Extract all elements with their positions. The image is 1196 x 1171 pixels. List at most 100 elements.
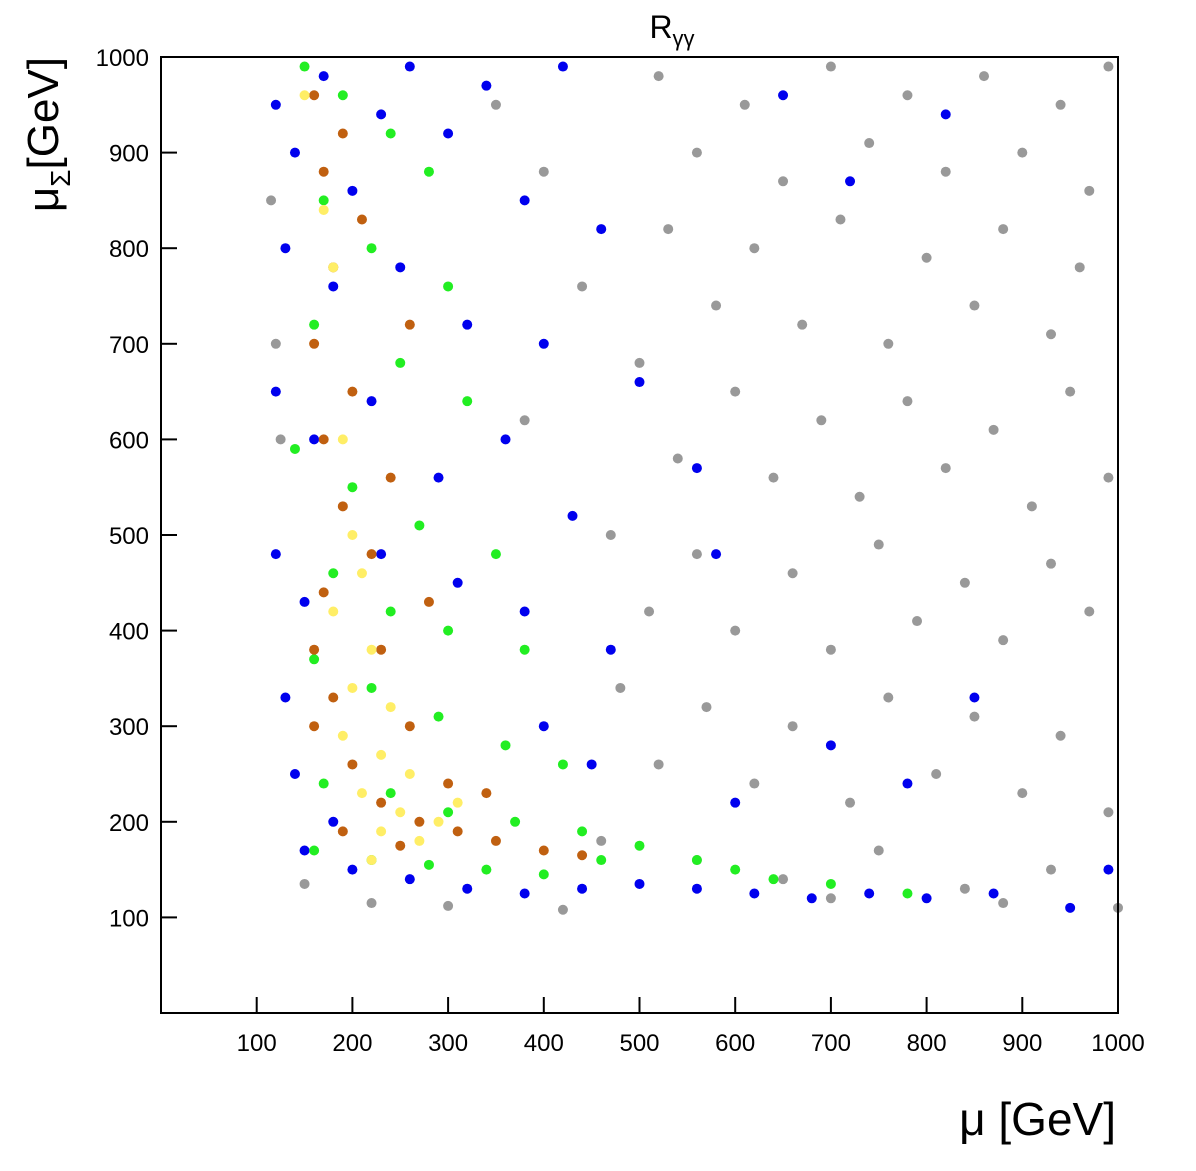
scatter-point	[577, 281, 588, 292]
x-tick-label: 200	[332, 1030, 372, 1057]
scatter-point	[969, 692, 980, 703]
scatter-point	[318, 434, 329, 445]
scatter-point	[691, 463, 702, 474]
scatter-point	[653, 759, 664, 770]
scatter-point	[787, 568, 798, 579]
x-tick-label: 100	[237, 1030, 277, 1057]
scatter-point	[414, 520, 425, 531]
scatter-point	[768, 472, 779, 483]
x-tick-label: 400	[524, 1030, 564, 1057]
scatter-point	[289, 443, 300, 454]
scatter-point	[969, 711, 980, 722]
scatter-point	[1103, 472, 1114, 483]
scatter-point	[653, 71, 664, 82]
scatter-point	[385, 128, 396, 139]
scatter-point	[462, 883, 473, 894]
scatter-point	[1046, 558, 1057, 569]
scatter-point	[347, 185, 358, 196]
scatter-point	[711, 300, 722, 311]
scatter-point	[299, 878, 310, 889]
scatter-point	[328, 606, 339, 617]
scatter-point	[596, 224, 607, 235]
scatter-point	[328, 281, 339, 292]
scatter-point	[443, 625, 454, 636]
scatter-point	[634, 878, 645, 889]
scatter-point	[299, 845, 310, 856]
scatter-point	[864, 888, 875, 899]
scatter-point	[1017, 147, 1028, 158]
scatter-point	[299, 596, 310, 607]
scatter-point	[309, 721, 320, 732]
scatter-point	[452, 797, 463, 808]
scatter-point	[404, 61, 415, 72]
scatter-point	[1103, 807, 1114, 818]
scatter-point	[452, 577, 463, 588]
scatter-point	[275, 434, 286, 445]
scatter-point	[433, 816, 444, 827]
scatter-point	[797, 319, 808, 330]
scatter-point	[979, 71, 990, 82]
scatter-point	[414, 835, 425, 846]
scatter-point	[366, 682, 377, 693]
scatter-point	[557, 61, 568, 72]
scatter-point	[691, 855, 702, 866]
scatter-point	[404, 874, 415, 885]
scatter-point	[328, 568, 339, 579]
scatter-point	[577, 883, 588, 894]
scatter-point	[347, 759, 358, 770]
scatter-point	[309, 434, 320, 445]
scatter-point	[452, 826, 463, 837]
scatter-point	[519, 415, 530, 426]
scatter-point	[940, 463, 951, 474]
scatter-point	[1103, 864, 1114, 875]
scatter-point	[318, 204, 329, 215]
title-main: R	[649, 9, 672, 45]
scatter-point	[691, 549, 702, 560]
scatter-point	[366, 549, 377, 560]
y-tick-label: 500	[109, 523, 149, 550]
scatter-point	[921, 252, 932, 263]
scatter-point	[490, 549, 501, 560]
scatter-point	[309, 319, 320, 330]
scatter-point	[1055, 730, 1066, 741]
y-label-main: μ	[19, 187, 68, 212]
scatter-point	[376, 549, 387, 560]
scatter-point	[586, 759, 597, 770]
scatter-point	[423, 166, 434, 177]
scatter-point	[634, 357, 645, 368]
x-tick-label: 700	[811, 1030, 851, 1057]
scatter-point	[366, 396, 377, 407]
scatter-point	[376, 797, 387, 808]
y-tick-label: 400	[109, 619, 149, 646]
scatter-point	[816, 415, 827, 426]
scatter-point	[825, 644, 836, 655]
scatter-point	[337, 128, 348, 139]
scatter-point	[825, 61, 836, 72]
scatter-point	[998, 898, 1009, 909]
scatter-point	[519, 644, 530, 655]
scatter-point	[289, 769, 300, 779]
scatter-point	[825, 740, 836, 751]
scatter-point	[1026, 501, 1037, 512]
scatter-point	[902, 778, 913, 789]
y-tick-label: 700	[109, 332, 149, 359]
scatter-point	[337, 501, 348, 512]
scatter-point	[864, 138, 875, 149]
scatter-point	[902, 90, 913, 101]
scatter-point	[768, 874, 779, 885]
scatter-point	[266, 195, 277, 206]
scatter-point	[969, 300, 980, 311]
scatter-point	[778, 874, 789, 885]
scatter-point	[596, 855, 607, 866]
scatter-point	[730, 386, 741, 397]
scatter-point	[376, 826, 387, 837]
scatter-point	[538, 338, 549, 349]
scatter-point	[510, 816, 521, 827]
scatter-point	[337, 90, 348, 101]
scatter-point	[347, 864, 358, 875]
scatter-point	[519, 888, 530, 899]
scatter-point	[385, 702, 396, 713]
scatter-point	[443, 900, 454, 911]
scatter-point	[366, 644, 377, 655]
